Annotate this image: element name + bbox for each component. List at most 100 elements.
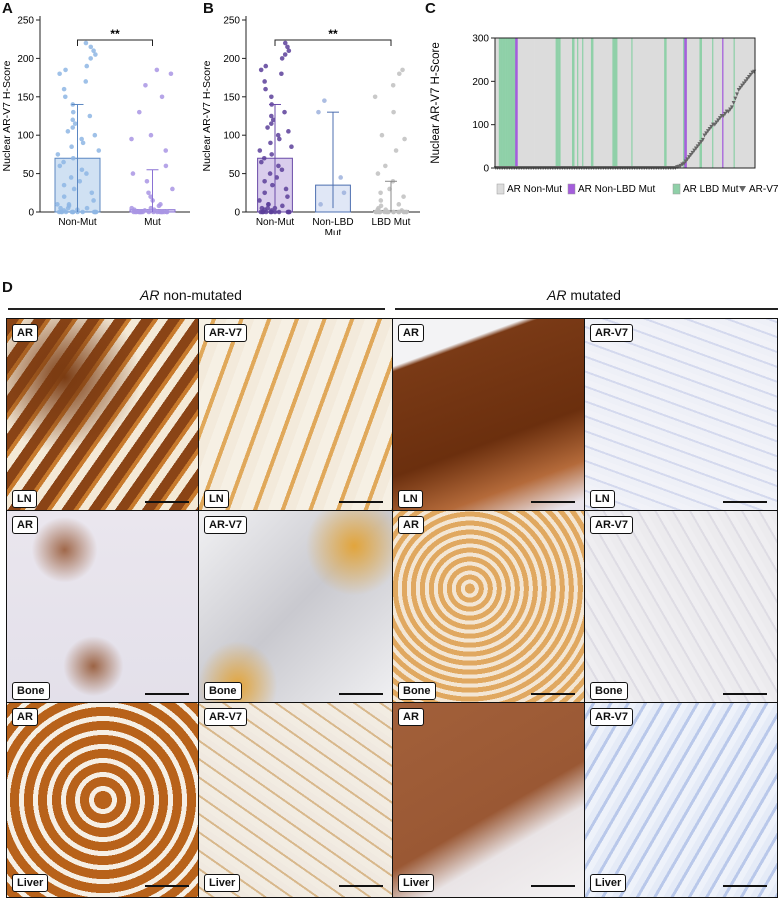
mutation-status-bar (530, 38, 532, 168)
ar-v7-marker (700, 137, 705, 142)
data-point (80, 209, 86, 215)
mutation-status-bar (583, 38, 585, 168)
data-point (402, 136, 407, 142)
data-point (62, 94, 68, 100)
tile-label-ar: AR (12, 708, 38, 726)
tile-label-arv7: AR-V7 (204, 324, 248, 342)
tile-label-liver: Liver (398, 874, 435, 892)
data-point (163, 163, 169, 169)
y-tick-label: 150 (17, 92, 34, 103)
tile-label-arv7: AR-V7 (590, 708, 634, 726)
ihc-arv7-bone-mut: AR-V7 Bone (584, 510, 778, 706)
mutation-status-bar (616, 38, 618, 168)
data-point (270, 182, 275, 188)
data-point (285, 44, 290, 50)
data-point (383, 163, 388, 169)
data-point (170, 186, 175, 192)
data-point (316, 109, 321, 115)
ihc-ar-ln-nonmut: AR LN (6, 318, 200, 514)
legend-swatch (672, 183, 681, 195)
y-tick-label: 250 (223, 16, 240, 27)
mutation-status-bar (643, 38, 646, 168)
data-point (390, 82, 396, 88)
tile-label-ar: AR (398, 324, 424, 342)
mutation-status-bar (603, 38, 606, 168)
ar-v7-marker (712, 122, 717, 127)
data-point (372, 94, 378, 100)
mutation-status-bar (699, 38, 702, 168)
data-point (146, 190, 151, 196)
data-point (164, 209, 170, 215)
mutation-status-bar (558, 38, 560, 168)
scale-bar (145, 501, 189, 503)
y-axis-label: Nuclear AR-V7 H-Score (1, 60, 13, 171)
data-point (282, 52, 288, 57)
mutation-status-bar (551, 38, 554, 168)
mutation-status-bar (709, 38, 712, 168)
ar-v7-marker (690, 150, 695, 155)
mutation-status-bar (614, 38, 617, 168)
mutation-status-bar (657, 38, 660, 168)
mutation-status-bar (498, 38, 501, 168)
tile-label-bone: Bone (590, 682, 628, 700)
mutation-status-bar (717, 38, 719, 168)
mutation-status-bar (563, 38, 565, 168)
data-point (257, 148, 263, 153)
mutation-status-bar (527, 38, 530, 168)
mutation-status-bar (510, 38, 512, 168)
mutation-status-bar (662, 38, 665, 168)
mutation-status-bar (681, 38, 684, 168)
mutation-status-bar (647, 38, 650, 168)
data-point (279, 56, 285, 61)
scale-bar (339, 885, 383, 887)
data-point (137, 209, 142, 215)
ar-v7-marker (692, 148, 697, 153)
legend-label: AR-V7 (749, 184, 779, 195)
ar-v7-marker (682, 161, 687, 166)
y-tick-label: 200 (17, 54, 34, 65)
data-point (57, 71, 62, 77)
data-point (144, 178, 150, 184)
mutation-status-bar (747, 38, 749, 168)
data-point (87, 113, 93, 119)
header-non-mutated: AR non-mutated (140, 287, 242, 303)
mutation-status-bar (608, 38, 611, 168)
data-point (84, 171, 89, 176)
mutation-status-bar (511, 38, 513, 168)
y-tick-label: 100 (472, 120, 489, 131)
data-point (93, 209, 99, 215)
mutation-status-bar (579, 38, 582, 168)
data-point (88, 56, 93, 61)
ar-v7-marker (740, 83, 745, 88)
data-point (263, 86, 268, 92)
data-point (70, 155, 76, 161)
data-point (276, 163, 281, 169)
mutation-status-bar (602, 38, 604, 168)
mutation-status-bar (667, 38, 670, 168)
mutation-status-bar (704, 38, 707, 168)
mutation-status-bar (537, 38, 540, 168)
ar-v7-marker (714, 120, 719, 125)
mutation-status-bar (520, 38, 522, 168)
mutation-status-bar (526, 38, 529, 168)
y-tick-label: 0 (483, 164, 489, 175)
mutation-status-bar (739, 38, 742, 168)
ar-v7-marker (731, 101, 736, 105)
legend-swatch (739, 186, 746, 192)
data-point (269, 208, 274, 213)
mutation-status-bar (679, 38, 681, 168)
mutation-status-bar (609, 38, 612, 168)
mutation-status-bar (650, 38, 652, 168)
ar-v7-marker (736, 88, 741, 92)
ar-v7-marker (733, 96, 738, 101)
mutation-status-bar (641, 38, 643, 168)
ar-v7-marker (705, 129, 710, 134)
data-point (61, 208, 67, 213)
mutation-status-bar (695, 38, 698, 168)
y-tick-label: 50 (229, 169, 241, 180)
x-tick-label: Mut (325, 228, 342, 235)
data-point (79, 136, 84, 142)
mutation-status-bar (597, 38, 599, 168)
tile-label-liver: Liver (590, 874, 627, 892)
mutation-status-bar (506, 38, 508, 168)
